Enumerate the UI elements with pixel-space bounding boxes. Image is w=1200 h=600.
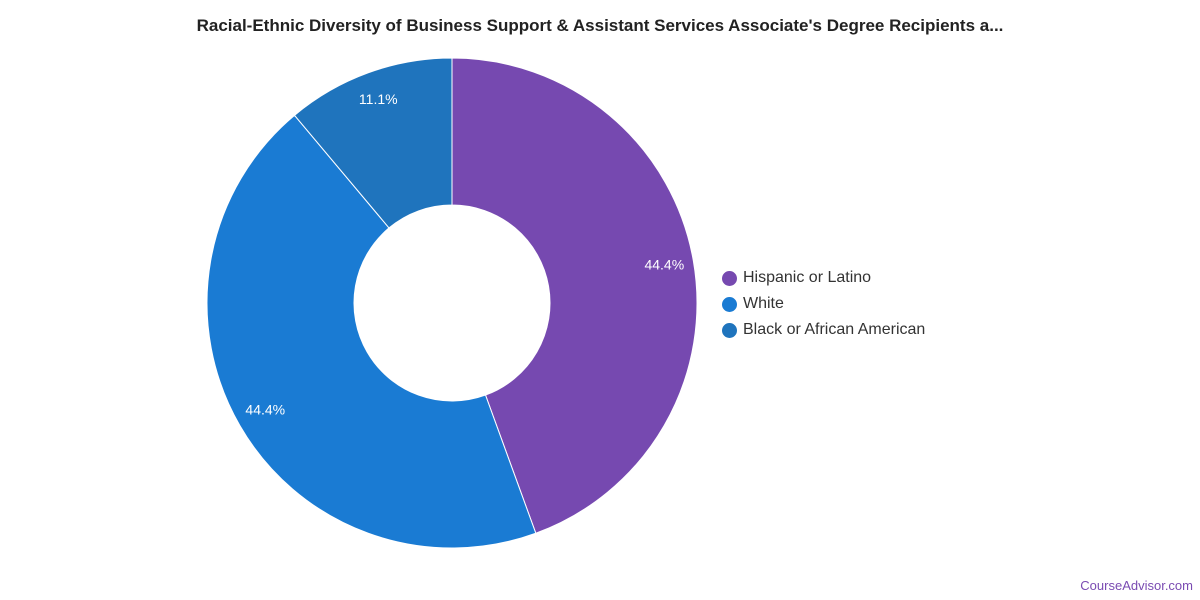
slice-white[interactable] bbox=[206, 114, 537, 549]
legend-item[interactable]: Hispanic or Latino bbox=[722, 265, 925, 291]
slice-black-or-african-american[interactable] bbox=[293, 57, 453, 229]
watermark-logo: CourseAdvisor.com bbox=[1080, 578, 1193, 593]
slice-label: 44.4% bbox=[644, 256, 684, 272]
legend-swatch-icon bbox=[722, 322, 737, 338]
slice-hispanic-or-latino[interactable] bbox=[451, 57, 698, 534]
legend-item[interactable]: White bbox=[722, 291, 925, 317]
legend-swatch-icon bbox=[722, 296, 737, 312]
slice-label: 44.4% bbox=[245, 402, 285, 418]
legend-label: Hispanic or Latino bbox=[743, 269, 872, 286]
chart-title: Racial-Ethnic Diversity of Business Supp… bbox=[196, 16, 1004, 35]
slice-label: 11.1% bbox=[359, 91, 398, 107]
legend-label: White bbox=[743, 295, 784, 312]
legend-label: Black or African American bbox=[743, 321, 926, 338]
chart-legend: Hispanic or Latino White Black or African … bbox=[722, 265, 925, 343]
legend-item[interactable]: Black or African American bbox=[722, 317, 925, 343]
legend-swatch-icon bbox=[722, 270, 737, 286]
